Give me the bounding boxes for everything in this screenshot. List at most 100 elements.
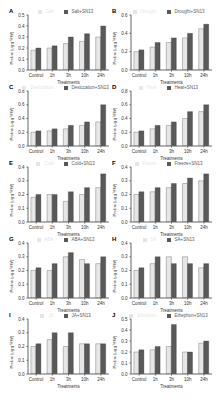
- svg-text:0.2: 0.2: [121, 130, 128, 135]
- svg-text:3h: 3h: [66, 377, 72, 382]
- svg-text:1h: 1h: [153, 301, 159, 306]
- svg-text:Control: Control: [132, 73, 147, 78]
- svg-text:10h: 10h: [184, 301, 192, 306]
- svg-text:Proline (μg g⁻¹FW): Proline (μg g⁻¹FW): [112, 107, 117, 140]
- svg-text:24h: 24h: [200, 377, 208, 382]
- svg-text:10h: 10h: [184, 225, 192, 230]
- svg-text:1h: 1h: [50, 225, 56, 230]
- svg-text:1h: 1h: [50, 73, 56, 78]
- svg-text:3h: 3h: [169, 377, 175, 382]
- svg-text:Control: Control: [132, 149, 147, 154]
- svg-text:3h: 3h: [66, 301, 72, 306]
- svg-text:Proline (μg g⁻¹FW): Proline (μg g⁻¹FW): [9, 183, 14, 216]
- svg-text:0.8: 0.8: [121, 89, 128, 94]
- svg-text:Control: Control: [132, 377, 147, 382]
- svg-text:Control: Control: [29, 73, 44, 78]
- svg-text:0.0: 0.0: [121, 296, 128, 301]
- svg-text:0.0: 0.0: [121, 220, 128, 225]
- svg-text:0.2: 0.2: [18, 344, 25, 349]
- svg-text:0.5: 0.5: [18, 13, 25, 18]
- svg-text:1h: 1h: [153, 225, 159, 230]
- svg-text:24h: 24h: [200, 73, 208, 78]
- svg-text:Treatments: Treatments: [160, 384, 183, 388]
- svg-text:10h: 10h: [184, 73, 192, 78]
- svg-text:0.2: 0.2: [121, 49, 128, 54]
- svg-text:0.4: 0.4: [18, 241, 25, 246]
- svg-text:0.4: 0.4: [18, 116, 25, 121]
- svg-text:Treatments: Treatments: [160, 232, 183, 236]
- svg-text:0.3: 0.3: [121, 178, 128, 183]
- svg-text:0.2: 0.2: [18, 268, 25, 273]
- svg-text:10h: 10h: [81, 225, 89, 230]
- svg-text:0.0: 0.0: [18, 296, 25, 301]
- svg-text:0.4: 0.4: [18, 165, 25, 170]
- svg-text:0.8: 0.8: [18, 89, 25, 94]
- svg-text:24h: 24h: [97, 149, 105, 154]
- svg-text:Treatments: Treatments: [160, 308, 183, 312]
- svg-text:Treatments: Treatments: [57, 308, 80, 312]
- svg-text:3h: 3h: [169, 73, 175, 78]
- svg-text:0.2: 0.2: [18, 46, 25, 51]
- svg-text:Proline (μg g⁻¹FW): Proline (μg g⁻¹FW): [9, 107, 14, 140]
- svg-text:Control: Control: [29, 377, 44, 382]
- svg-text:10h: 10h: [81, 377, 89, 382]
- svg-text:10h: 10h: [184, 377, 192, 382]
- svg-text:24h: 24h: [97, 377, 105, 382]
- svg-text:1h: 1h: [153, 149, 159, 154]
- svg-text:1h: 1h: [153, 73, 159, 78]
- svg-text:0.4: 0.4: [18, 317, 25, 322]
- svg-text:0.4: 0.4: [121, 165, 128, 170]
- svg-text:Control: Control: [29, 225, 44, 230]
- svg-text:0.0: 0.0: [121, 68, 128, 73]
- svg-text:0.6: 0.6: [121, 102, 128, 107]
- svg-text:0.3: 0.3: [18, 254, 25, 259]
- svg-text:Treatments: Treatments: [160, 156, 183, 160]
- svg-text:0.0: 0.0: [121, 144, 128, 149]
- svg-text:24h: 24h: [200, 225, 208, 230]
- svg-text:Treatments: Treatments: [57, 156, 80, 160]
- svg-text:Proline (μg g⁻¹FW): Proline (μg g⁻¹FW): [112, 335, 117, 368]
- svg-text:0.3: 0.3: [121, 254, 128, 259]
- svg-text:0.2: 0.2: [121, 268, 128, 273]
- svg-text:Control: Control: [29, 301, 44, 306]
- svg-text:0.0: 0.0: [18, 144, 25, 149]
- svg-text:Proline (μg g⁻¹FW): Proline (μg g⁻¹FW): [112, 183, 117, 216]
- svg-text:24h: 24h: [97, 301, 105, 306]
- svg-text:0.1: 0.1: [121, 206, 128, 211]
- svg-text:1h: 1h: [50, 301, 56, 306]
- svg-text:Proline (μg g⁻¹FW): Proline (μg g⁻¹FW): [112, 31, 117, 64]
- svg-text:0.2: 0.2: [18, 130, 25, 135]
- svg-text:3h: 3h: [169, 225, 175, 230]
- svg-text:3h: 3h: [66, 73, 72, 78]
- svg-text:0.3: 0.3: [18, 178, 25, 183]
- svg-text:0.4: 0.4: [18, 24, 25, 29]
- svg-text:24h: 24h: [200, 301, 208, 306]
- svg-text:Proline (μg g⁻¹FW): Proline (μg g⁻¹FW): [9, 335, 14, 368]
- svg-text:0.1: 0.1: [121, 361, 128, 366]
- svg-text:24h: 24h: [97, 73, 105, 78]
- svg-text:3h: 3h: [66, 225, 72, 230]
- svg-text:0.2: 0.2: [121, 350, 128, 355]
- svg-text:0.2: 0.2: [121, 192, 128, 197]
- svg-text:0.6: 0.6: [18, 102, 25, 107]
- svg-text:0.2: 0.2: [18, 192, 25, 197]
- svg-text:Control: Control: [29, 149, 44, 154]
- svg-text:Proline (μg g⁻¹FW): Proline (μg g⁻¹FW): [9, 31, 14, 64]
- svg-text:Treatments: Treatments: [57, 232, 80, 236]
- svg-text:24h: 24h: [97, 225, 105, 230]
- svg-text:1h: 1h: [50, 377, 56, 382]
- svg-text:Treatments: Treatments: [57, 80, 80, 84]
- svg-text:0.1: 0.1: [18, 282, 25, 287]
- svg-text:0.4: 0.4: [121, 116, 128, 121]
- svg-text:Control: Control: [132, 301, 147, 306]
- svg-text:0.0: 0.0: [121, 372, 128, 377]
- svg-text:0.1: 0.1: [18, 57, 25, 62]
- svg-text:0.6: 0.6: [121, 13, 128, 18]
- svg-text:0.0: 0.0: [18, 68, 25, 73]
- svg-text:Proline (μg g⁻¹FW): Proline (μg g⁻¹FW): [9, 259, 14, 292]
- svg-text:0.4: 0.4: [121, 328, 128, 333]
- svg-text:0.3: 0.3: [121, 339, 128, 344]
- svg-text:10h: 10h: [81, 73, 89, 78]
- svg-text:0.1: 0.1: [121, 282, 128, 287]
- svg-text:Proline (μg g⁻¹FW): Proline (μg g⁻¹FW): [112, 259, 117, 292]
